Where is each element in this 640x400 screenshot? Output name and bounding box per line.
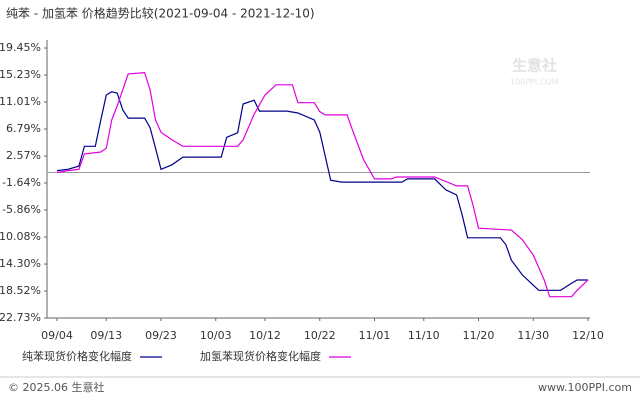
- legend-label: 加氢苯现货价格变化幅度: [200, 349, 321, 363]
- x-tick-label: 09/13: [90, 329, 122, 342]
- legend-label: 纯苯现货价格变化幅度: [22, 349, 132, 363]
- watermark: 生意社: [512, 57, 557, 75]
- y-tick-label: -1.64%: [2, 176, 41, 189]
- x-tick-label: 09/04: [41, 329, 73, 342]
- footer-left: © 2025.06 生意社: [8, 380, 104, 394]
- x-tick-label: 10/22: [304, 329, 336, 342]
- footer-right: www.100PPI.com: [538, 381, 632, 394]
- chart-title: 纯苯 - 加氢苯 价格趋势比较(2021-09-04 - 2021-12-10): [6, 6, 315, 21]
- x-tick-label: 11/20: [463, 329, 495, 342]
- y-tick-label: -10.08%: [0, 230, 41, 243]
- x-tick-label: 10/03: [200, 329, 232, 342]
- y-tick-label: 2.57%: [6, 149, 41, 162]
- y-tick-label: 15.23%: [0, 68, 41, 81]
- y-tick-label: -18.52%: [0, 284, 41, 297]
- x-tick-label: 10/12: [249, 329, 281, 342]
- series-line: [56, 91, 588, 291]
- y-tick-label: 6.79%: [6, 122, 41, 135]
- y-tick-label: 11.01%: [0, 95, 41, 108]
- x-tick-label: 12/10: [572, 329, 604, 342]
- x-tick-label: 11/10: [408, 329, 440, 342]
- y-tick-label: -22.73%: [0, 311, 41, 324]
- x-tick-label: 09/23: [145, 329, 177, 342]
- series-line: [56, 71, 589, 298]
- x-tick-label: 11/01: [359, 329, 391, 342]
- y-tick-label: 19.45%: [0, 41, 41, 54]
- x-tick-label: 11/30: [517, 329, 549, 342]
- y-tick-label: -14.30%: [0, 257, 41, 270]
- watermark-sub: 100PPI.COM: [510, 78, 559, 87]
- y-tick-label: -5.86%: [2, 203, 41, 216]
